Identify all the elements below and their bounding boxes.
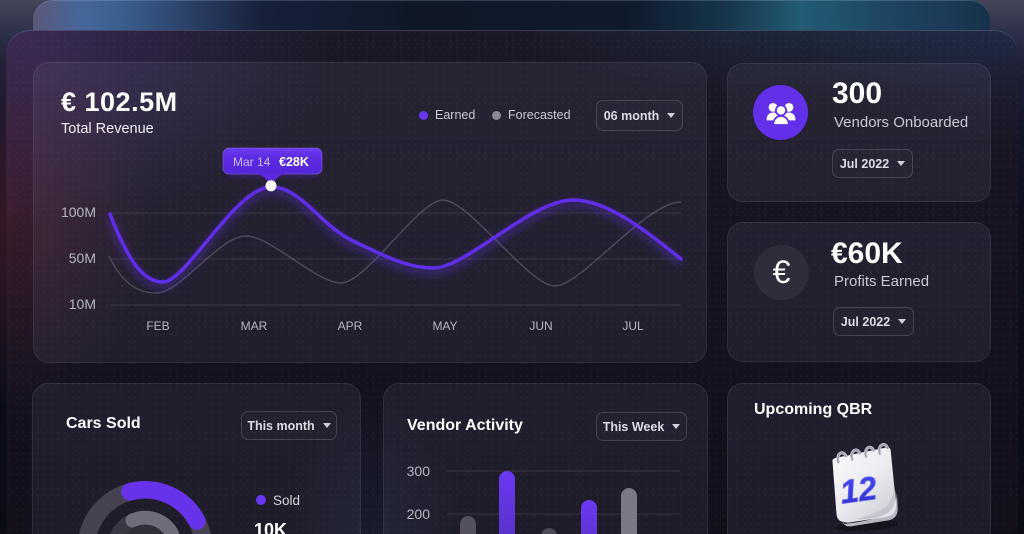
svg-text:100M: 100M [61,204,96,220]
svg-text:FEB: FEB [146,319,169,333]
svg-text:10M: 10M [69,296,96,312]
svg-text:JUL: JUL [622,319,644,333]
svg-text:JUN: JUN [529,319,552,333]
svg-text:MAR: MAR [241,319,268,333]
svg-text:Sold: Sold [273,493,300,508]
svg-text:50M: 50M [69,250,96,266]
svg-text:300: 300 [407,463,431,479]
svg-text:Mar 14: Mar 14 [233,155,271,169]
svg-text:€28K: €28K [279,155,309,169]
svg-text:APR: APR [338,319,363,333]
svg-text:10K: 10K [254,520,287,534]
svg-text:200: 200 [407,506,431,522]
svg-text:12: 12 [838,469,880,511]
svg-text:MAY: MAY [432,319,457,333]
